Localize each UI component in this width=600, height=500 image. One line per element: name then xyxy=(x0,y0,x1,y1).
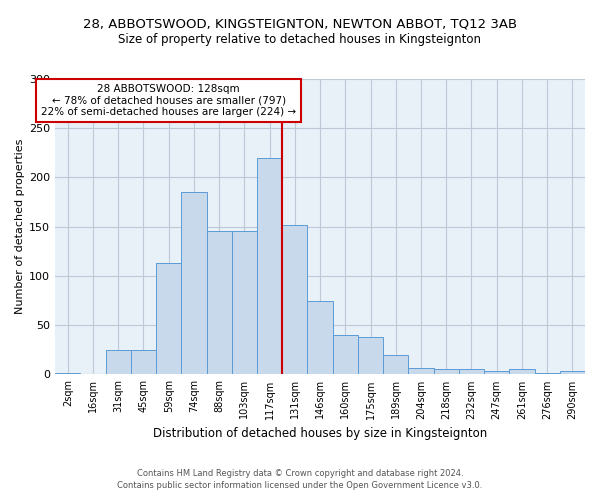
Bar xyxy=(434,368,459,374)
Bar xyxy=(509,368,535,374)
Bar xyxy=(106,350,131,374)
Bar xyxy=(131,350,156,374)
Bar xyxy=(257,158,282,374)
Text: 28, ABBOTSWOOD, KINGSTEIGNTON, NEWTON ABBOT, TQ12 3AB: 28, ABBOTSWOOD, KINGSTEIGNTON, NEWTON AB… xyxy=(83,18,517,30)
Bar xyxy=(383,354,409,374)
Bar xyxy=(307,300,332,374)
Bar xyxy=(156,263,181,374)
Bar xyxy=(459,368,484,374)
Text: Contains HM Land Registry data © Crown copyright and database right 2024.: Contains HM Land Registry data © Crown c… xyxy=(137,468,463,477)
Text: Size of property relative to detached houses in Kingsteignton: Size of property relative to detached ho… xyxy=(119,32,482,46)
Bar xyxy=(560,372,585,374)
Bar xyxy=(332,335,358,374)
Y-axis label: Number of detached properties: Number of detached properties xyxy=(15,139,25,314)
Bar xyxy=(282,224,307,374)
Text: Contains public sector information licensed under the Open Government Licence v3: Contains public sector information licen… xyxy=(118,481,482,490)
Bar xyxy=(232,230,257,374)
Bar xyxy=(409,368,434,374)
Bar xyxy=(181,192,206,374)
X-axis label: Distribution of detached houses by size in Kingsteignton: Distribution of detached houses by size … xyxy=(153,427,487,440)
Bar xyxy=(206,230,232,374)
Bar xyxy=(484,372,509,374)
Bar xyxy=(358,337,383,374)
Text: 28 ABBOTSWOOD: 128sqm
← 78% of detached houses are smaller (797)
22% of semi-det: 28 ABBOTSWOOD: 128sqm ← 78% of detached … xyxy=(41,84,296,117)
